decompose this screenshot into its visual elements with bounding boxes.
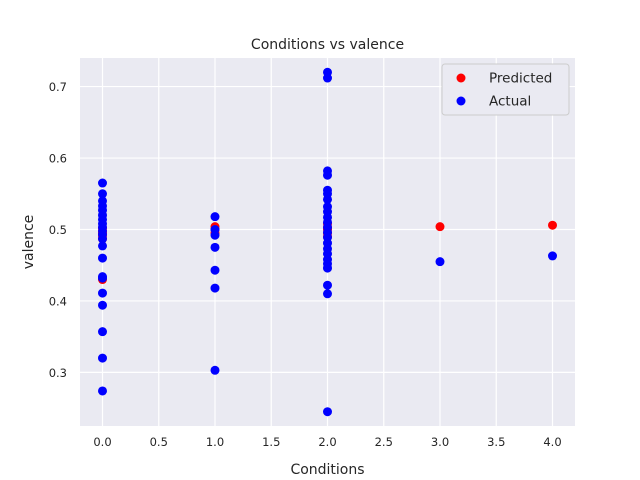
actual-point [98, 386, 107, 396]
actual-point [210, 212, 220, 222]
actual-point [98, 353, 107, 363]
legend-label-actual: Actual [489, 94, 531, 110]
predicted-point [435, 222, 445, 232]
actual-point [323, 407, 332, 417]
x-tick-label: 3.5 [487, 435, 505, 449]
actual-point [98, 189, 107, 199]
actual-point [98, 178, 107, 188]
actual-point [323, 289, 332, 299]
actual-point [98, 327, 107, 337]
actual-point [210, 230, 220, 240]
actual-point [98, 300, 107, 310]
y-tick-label: 0.6 [49, 152, 67, 166]
actual-point [210, 242, 220, 252]
actual-point [210, 365, 220, 375]
actual-point [98, 253, 107, 263]
actual-point [323, 263, 332, 273]
x-tick-label: 4.0 [543, 435, 561, 449]
y-axis-label: valence [21, 215, 37, 270]
chart-title: Conditions vs valence [251, 37, 404, 53]
legend: Predicted Actual [441, 63, 570, 116]
actual-point [98, 288, 107, 298]
actual-series [98, 67, 557, 417]
y-tick-label: 0.7 [49, 80, 67, 94]
actual-point [98, 273, 107, 283]
actual-point [323, 73, 332, 83]
actual-point [323, 170, 332, 180]
x-tick-label: 0.5 [150, 435, 168, 449]
actual-point [210, 283, 220, 293]
y-tick-label: 0.3 [49, 366, 67, 380]
y-axis-ticks: 0.3 0.4 0.5 0.6 0.7 [49, 80, 67, 380]
x-axis-label: Conditions [290, 462, 364, 478]
legend-label-predicted: Predicted [489, 71, 552, 87]
actual-point [548, 251, 557, 261]
actual-point [323, 194, 332, 204]
legend-marker-actual [456, 96, 466, 106]
y-tick-label: 0.4 [49, 294, 67, 308]
actual-point [210, 265, 220, 275]
predicted-point [548, 220, 557, 230]
y-tick-label: 0.5 [49, 223, 67, 237]
x-tick-label: 2.0 [318, 435, 336, 449]
actual-point [98, 241, 107, 251]
actual-point [98, 234, 107, 244]
legend-marker-predicted [456, 73, 466, 83]
x-tick-label: 0.0 [93, 435, 111, 449]
x-tick-label: 1.0 [206, 435, 224, 449]
actual-point [435, 257, 445, 267]
x-tick-label: 1.5 [262, 435, 280, 449]
x-tick-label: 2.5 [375, 435, 393, 449]
legend-box [441, 63, 570, 116]
actual-point [323, 280, 332, 290]
x-tick-label: 3.0 [431, 435, 449, 449]
x-axis-ticks: 0.0 0.5 1.0 1.5 2.0 2.5 3.0 3.5 4.0 [93, 435, 561, 449]
